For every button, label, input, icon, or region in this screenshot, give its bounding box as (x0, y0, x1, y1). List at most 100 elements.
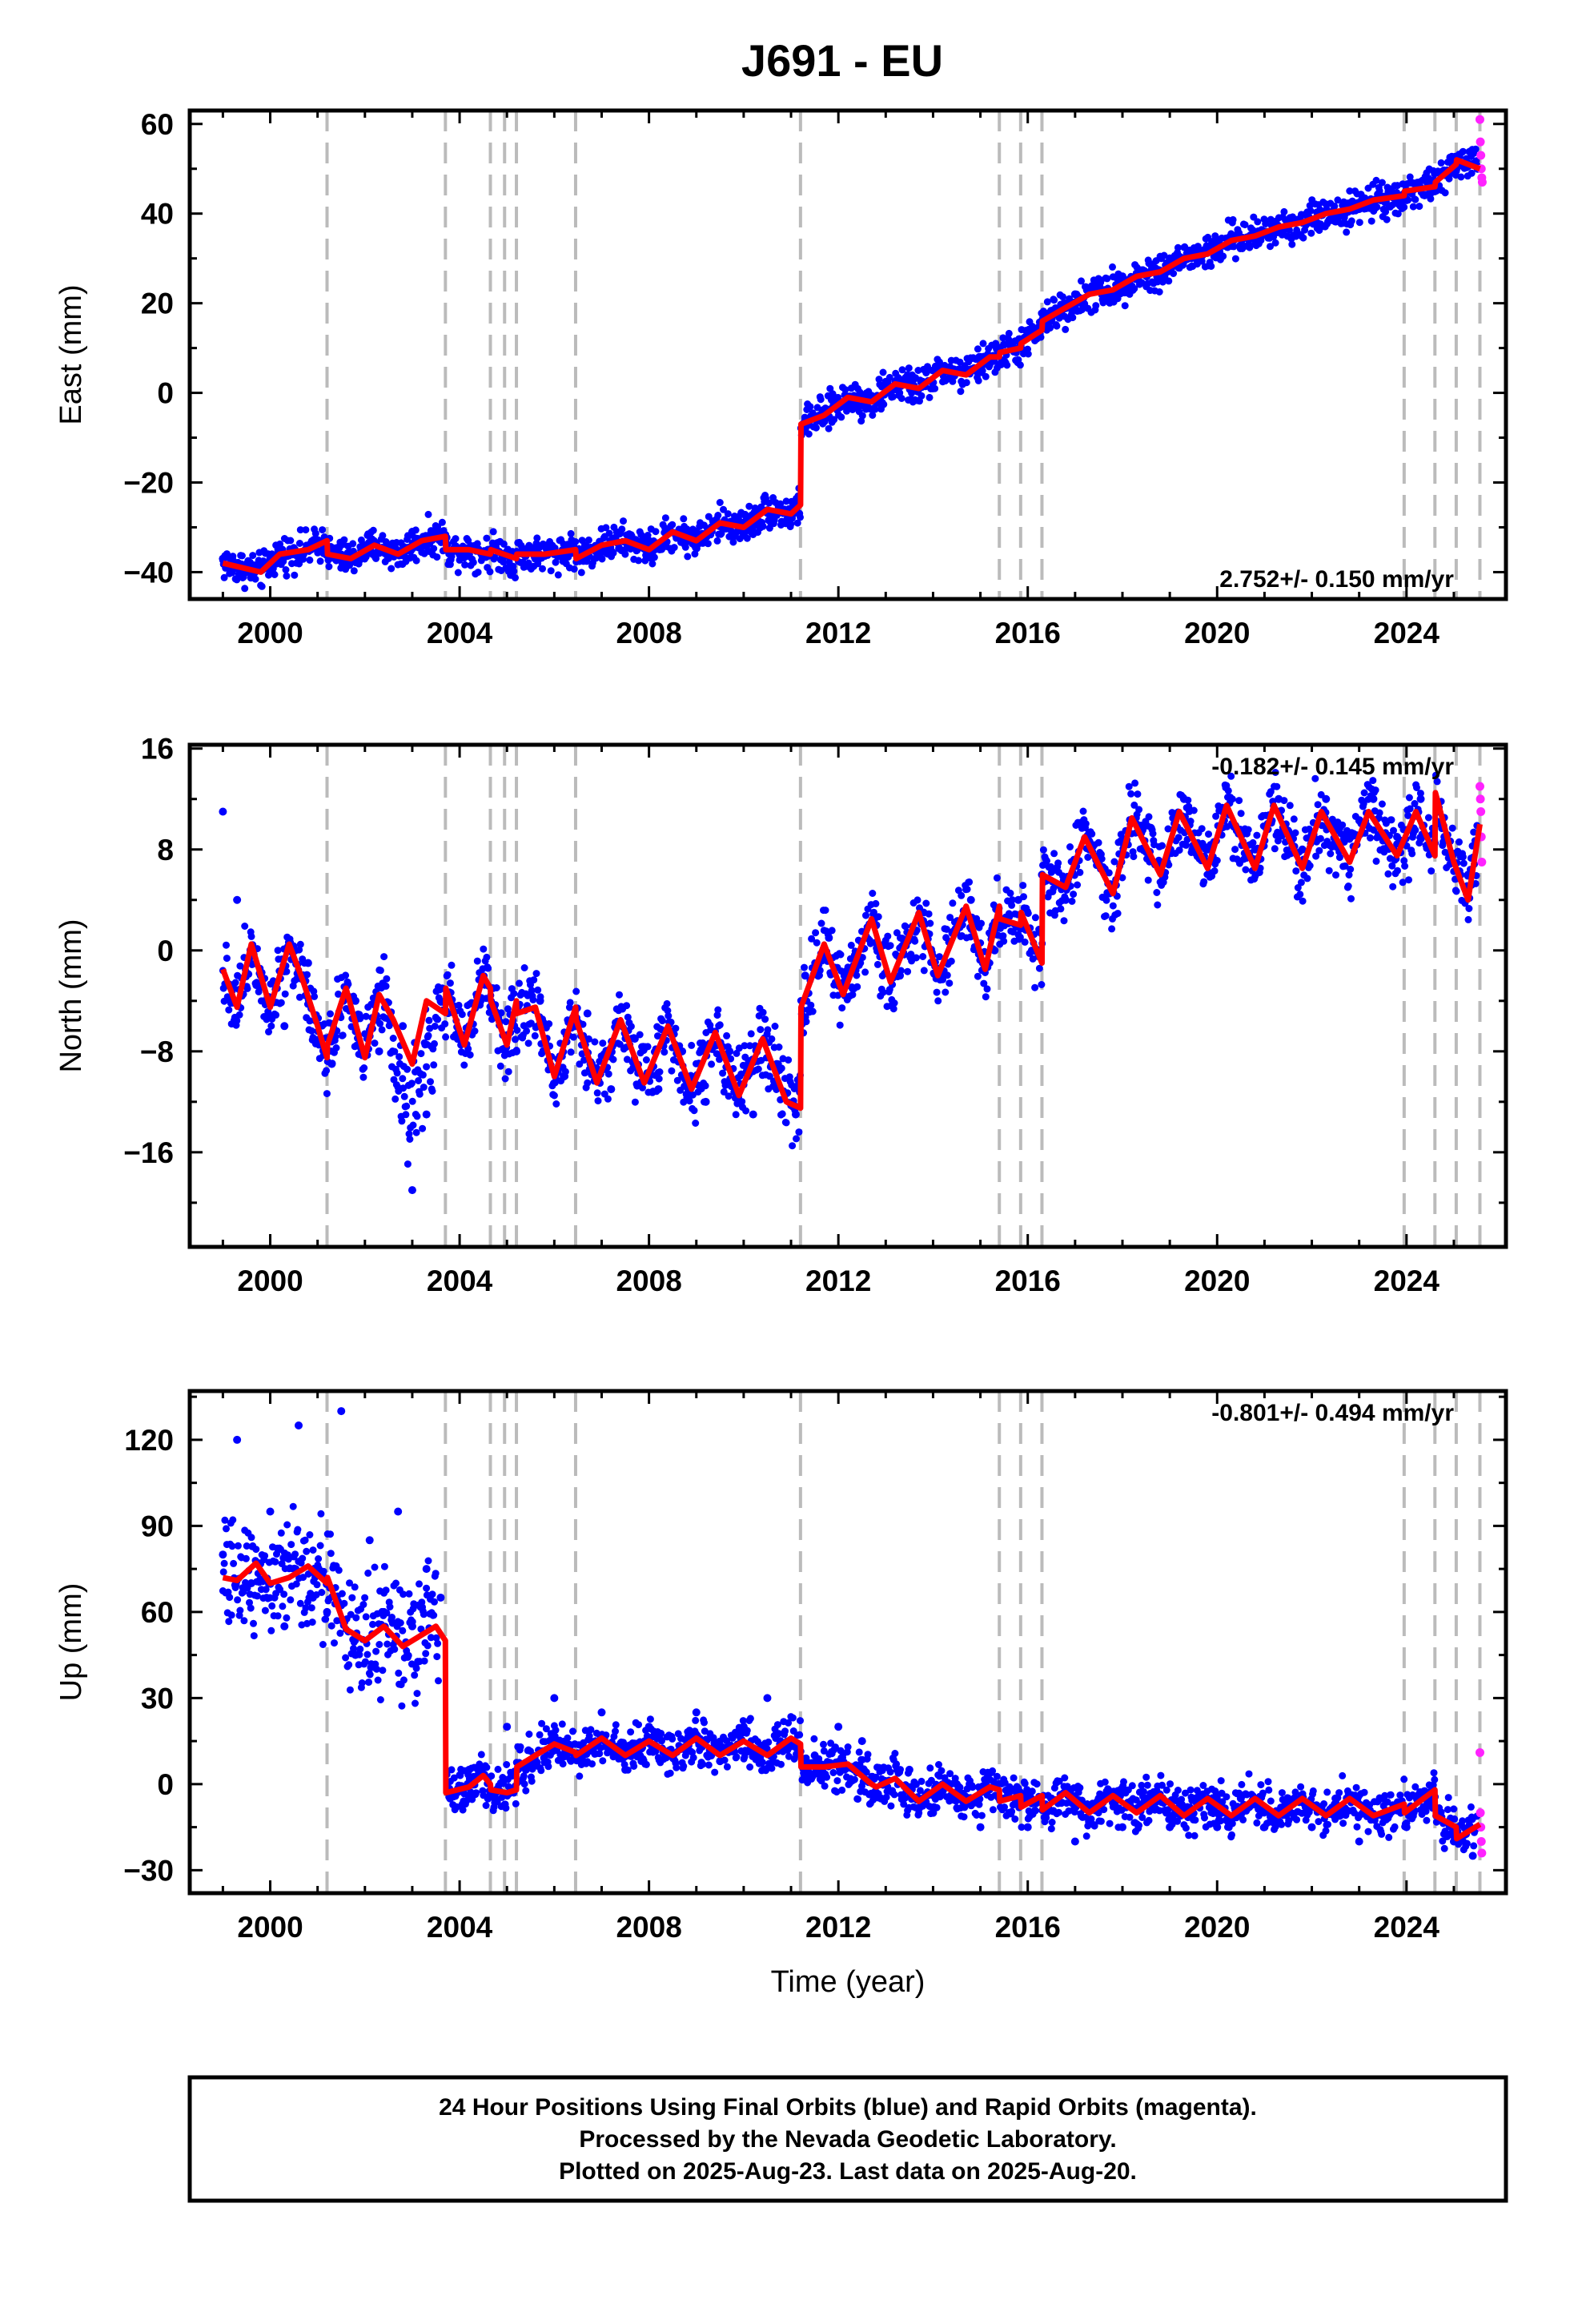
y-axis: −16 −8 0 8 16 (123, 733, 1506, 1204)
y-tick-label: 90 (141, 1510, 174, 1542)
final-point (464, 1765, 473, 1774)
final-point (422, 1110, 431, 1119)
x-tick-label: 2004 (427, 1265, 493, 1297)
final-point (1355, 1837, 1363, 1846)
final-point (327, 1059, 336, 1068)
x-tick-label: 2016 (995, 1911, 1061, 1944)
y-axis-label: North (mm) (54, 919, 88, 1072)
x-tick-label: 2024 (1374, 617, 1440, 649)
final-point (1345, 833, 1354, 842)
final-point (749, 1110, 757, 1119)
final-point (1142, 1794, 1150, 1803)
plot-frame (187, 108, 1508, 601)
final-point (929, 366, 938, 375)
final-point (1283, 1794, 1292, 1803)
final-point (233, 895, 242, 904)
y-tick-label: 60 (141, 108, 174, 141)
y-tick-label: 16 (141, 733, 174, 766)
final-point (219, 554, 227, 563)
y-tick-label: 0 (157, 1768, 174, 1801)
footer-line-3: Plotted on 2025-Aug-23. Last data on 202… (559, 2158, 1137, 2185)
final-point (1369, 794, 1378, 803)
final-point (644, 1723, 653, 1731)
plot-frame (187, 1389, 1508, 1896)
final-points (219, 1407, 1477, 1860)
rapid-points (1475, 115, 1487, 187)
x-tick-label: 2020 (1184, 1265, 1250, 1297)
x-tick-label: 2024 (1374, 1911, 1440, 1944)
y-tick-label: −16 (123, 1136, 174, 1169)
y-tick-label: −20 (123, 466, 174, 499)
final-point (446, 1794, 455, 1803)
x-tick-label: 2008 (616, 1265, 681, 1297)
final-point (1166, 254, 1174, 263)
final-point (266, 1507, 275, 1516)
rapid-point (1475, 115, 1484, 124)
plot-frame (187, 742, 1508, 1249)
final-point (422, 1565, 431, 1574)
x-tick-label: 2012 (805, 1911, 871, 1944)
x-tick-label: 2016 (995, 617, 1061, 649)
final-point (607, 1085, 616, 1094)
final-point (877, 1794, 885, 1803)
final-point (692, 528, 701, 537)
rapid-point (1476, 151, 1486, 160)
x-tick-label: 2012 (805, 617, 871, 649)
final-point (1062, 895, 1070, 904)
rapid-point (1477, 858, 1487, 867)
final-point (1179, 794, 1188, 803)
final-points (219, 794, 1472, 1195)
y-axis: −30 0 30 60 90 120 (123, 1395, 1506, 1887)
footer-box: 24 Hour Positions Using Final Orbits (bl… (187, 2075, 1508, 2203)
final-point (323, 1607, 331, 1616)
final-point (1379, 1794, 1387, 1803)
y-axis-label: East (mm) (54, 284, 88, 424)
final-point (233, 1435, 242, 1444)
model-line (222, 157, 1481, 575)
footer-line-2: Processed by the Nevada Geodetic Laborat… (579, 2126, 1116, 2153)
x-tick-label: 2000 (237, 1265, 303, 1297)
rate-label: -0.801+/- 0.494 mm/yr (1211, 1400, 1454, 1426)
final-point (1251, 845, 1259, 854)
final-point (857, 1737, 866, 1746)
final-point-cloud (219, 145, 1481, 593)
y-tick-label: −40 (123, 556, 174, 589)
final-point (408, 1186, 416, 1195)
final-point (1260, 1823, 1269, 1831)
x-tick-label: 2008 (616, 1911, 681, 1944)
final-point (1298, 845, 1307, 854)
final-point (1203, 845, 1212, 854)
final-point-cloud (219, 1502, 1481, 1854)
x-tick-label: 2000 (237, 1911, 303, 1944)
final-point (583, 1009, 592, 1018)
final-point (801, 971, 809, 980)
rapid-point (1476, 1808, 1485, 1818)
figure-title: J691 - EU (741, 35, 943, 86)
model-line (220, 790, 1483, 1112)
final-point (725, 1047, 734, 1055)
y-axis-label: Up (mm) (54, 1583, 88, 1702)
final-point (834, 1723, 843, 1731)
charts-group: 2000 2004 2008 2012 2016 2020 2024 −40 −20 0 20 40 6… (54, 108, 1508, 1999)
rapid-point (1476, 806, 1486, 816)
final-point (597, 1708, 606, 1717)
x-tick-label: 2020 (1184, 1911, 1250, 1944)
rapid-point (1477, 1848, 1487, 1858)
final-point (1402, 1823, 1411, 1831)
final-point (1070, 290, 1079, 299)
final-point (295, 1421, 303, 1429)
final-point (219, 807, 227, 816)
final-point (644, 537, 653, 545)
rapid-point (1476, 1837, 1486, 1847)
panel-east: 2000 2004 2008 2012 2016 2020 2024 −40 −20 0 20 40 6… (54, 108, 1508, 649)
x-axis: 2000 2004 2008 2012 2016 2020 2024 (221, 1391, 1456, 1944)
final-point (1416, 794, 1425, 803)
final-point (351, 996, 359, 1005)
final-point (1118, 1823, 1126, 1831)
x-tick-label: 2000 (237, 617, 303, 649)
final-point (484, 1794, 492, 1803)
final-point (1275, 794, 1283, 803)
final-point (280, 1622, 289, 1630)
final-point (896, 971, 905, 980)
rapid-point (1476, 794, 1485, 804)
